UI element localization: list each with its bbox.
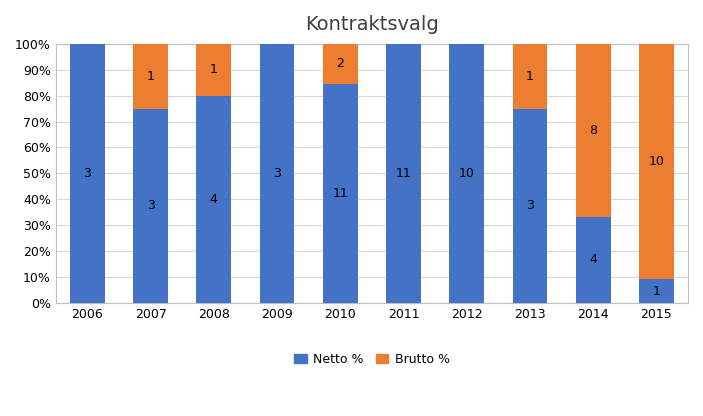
Bar xyxy=(196,44,231,96)
Text: 10: 10 xyxy=(648,155,664,168)
Text: 1: 1 xyxy=(526,70,534,83)
Text: 10: 10 xyxy=(459,167,475,180)
Bar xyxy=(323,84,358,303)
Bar xyxy=(449,44,484,303)
Bar xyxy=(196,96,231,303)
Legend: Netto %, Brutto %: Netto %, Brutto % xyxy=(289,348,455,371)
Text: 11: 11 xyxy=(396,167,411,180)
Text: 2: 2 xyxy=(336,57,344,70)
Title: Kontraktsvalg: Kontraktsvalg xyxy=(305,15,439,34)
Text: 11: 11 xyxy=(333,187,348,200)
Bar xyxy=(639,44,673,280)
Text: 4: 4 xyxy=(589,253,597,266)
Bar xyxy=(70,44,105,303)
Text: 8: 8 xyxy=(589,124,597,137)
Bar xyxy=(386,44,421,303)
Text: 1: 1 xyxy=(147,70,155,83)
Bar xyxy=(133,44,168,109)
Bar xyxy=(512,109,548,303)
Text: 3: 3 xyxy=(526,199,534,212)
Bar xyxy=(576,44,610,217)
Text: 1: 1 xyxy=(210,63,218,76)
Bar xyxy=(639,280,673,303)
Text: 4: 4 xyxy=(210,193,218,206)
Bar xyxy=(512,44,548,109)
Text: 3: 3 xyxy=(147,199,155,212)
Text: 3: 3 xyxy=(84,167,91,180)
Text: 1: 1 xyxy=(652,285,660,297)
Bar xyxy=(133,109,168,303)
Bar xyxy=(323,44,358,84)
Text: 3: 3 xyxy=(273,167,281,180)
Bar xyxy=(576,217,610,303)
Bar xyxy=(259,44,295,303)
